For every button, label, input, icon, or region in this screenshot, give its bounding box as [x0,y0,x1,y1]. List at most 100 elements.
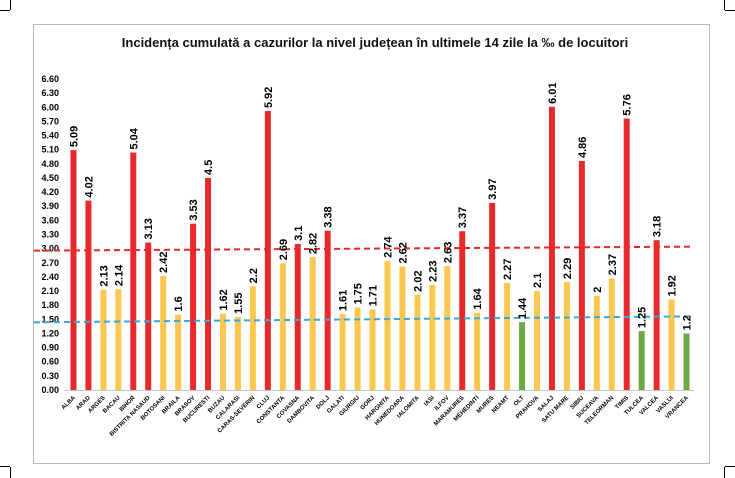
data-label: 1.62 [218,289,230,310]
data-label: 2.2 [248,268,260,283]
bar-neamt [504,283,511,390]
data-label: 2.62 [397,242,409,263]
crop-mark-bottom-left-v [10,467,11,478]
data-label: 1.44 [517,297,529,319]
data-label: 2.27 [502,259,514,280]
bar-botosani [160,275,167,390]
y-tick-label: 3.90 [41,201,59,211]
y-tick-label: 3.30 [41,230,59,240]
bar-mures [489,202,496,390]
bar-teleorman [608,278,615,390]
data-label: 5.09 [68,126,80,147]
bar-timis [623,118,630,390]
y-tick-label: 6.30 [41,88,59,98]
data-label: 3.38 [323,206,335,227]
blue-threshold-line [33,315,695,324]
y-tick-label: 3.00 [41,244,59,254]
data-label: 3.53 [188,199,200,220]
y-tick-label: 6.00 [41,102,59,112]
data-label: 4.5 [203,160,215,175]
y-tick-label: 5.70 [41,116,59,126]
y-axis: 0.00 0.30 0.60 0.90 1.20 1.50 1.80 2.10 2.40 2.70… [41,74,59,395]
bar-cluj [264,111,271,391]
bar-mehedinti [474,312,481,390]
bar-buzau [220,313,226,390]
bar-salaj [548,106,555,390]
y-tick-label: 6.60 [41,74,59,84]
chart-title: Incidența cumulată a cazurilor la nivel … [122,35,628,50]
y-tick-label: 0.30 [41,371,59,381]
bar-dolj [324,230,331,390]
data-label: 2.82 [308,233,320,254]
chart-frame [33,24,710,464]
bar-bucuresti [205,177,212,390]
crop-mark-bottom-left-h [0,466,10,467]
bar-bihor [130,152,137,390]
data-label: 1.71 [368,285,380,306]
y-tick-label: 5.40 [41,131,59,141]
data-label: 2.69 [278,239,290,260]
bar-ialomita [414,294,421,390]
data-label: 5.76 [622,94,634,115]
x-tick-label: IASI [423,395,436,408]
bar-alba [70,150,77,390]
y-tick-label: 4.80 [41,159,59,169]
x-tick-label: DAMBOVITA [287,395,317,425]
data-label: 1.2 [682,315,694,330]
crop-mark-top-left-v [10,0,11,10]
data-label: 2.37 [607,254,619,275]
bar-iasi [429,284,436,390]
data-label: 2.29 [562,258,574,279]
y-tick-label: 0.00 [41,385,59,395]
bar-maramures [459,231,466,390]
data-label: 2.42 [158,252,170,273]
y-tick-label: 2.70 [41,258,59,268]
bar-hunedoara [399,266,406,390]
bar-ilfov [444,266,451,390]
data-labels: 5.09 4.02 2.13 2.14 5.04 3.13 2.42 1.6 3.53 4.5 1.… [68,82,693,330]
bar-covasna [294,243,301,390]
x-tick-label: NEAMT [491,395,511,415]
y-tick-label: 2.40 [41,272,59,282]
bar-olt [519,322,526,390]
crop-mark-top-right-h [725,10,735,11]
bar-galati [339,314,346,390]
y-tick-label: 1.50 [41,314,59,324]
bar-braila [175,314,182,390]
bar-bistrita-nasaud [145,242,152,390]
bar-vrancea [683,333,690,390]
crop-mark-top-right-v [724,0,725,10]
bar-vaslui [668,299,675,390]
data-label: 4.02 [83,176,95,197]
y-tick-label: 1.20 [41,328,59,338]
data-label: 5.92 [263,87,275,108]
data-label: 2.02 [412,270,424,291]
red-threshold-line [33,245,695,252]
data-label: 1.64 [472,287,484,309]
data-label: 2.74 [382,236,394,258]
y-tick-label: 1.80 [41,300,59,310]
bar-tulcea [638,331,645,390]
crop-mark-bottom-right-h [725,466,735,467]
bar-prahova [534,291,540,390]
bar-constanta [279,263,286,390]
y-tick-label: 2.10 [41,286,59,296]
bar-valcea [653,240,660,390]
data-label: 2.63 [442,242,454,263]
y-tick-label: 0.60 [41,357,59,367]
data-label: 3.1 [293,226,305,241]
bar-dambovita [309,257,316,390]
data-label: 3.37 [457,207,469,228]
x-tick-label: ALBA [61,395,77,411]
data-label: 5.04 [128,127,140,149]
data-label: 2.1 [532,273,544,288]
data-label: 4.86 [577,137,589,158]
bar-brasov [190,223,197,390]
bar-caras-severin [249,286,256,390]
bar-harghita [384,260,391,390]
bar-arad [85,200,92,390]
data-label: 2.14 [113,264,125,286]
data-label: 1.6 [173,296,185,311]
